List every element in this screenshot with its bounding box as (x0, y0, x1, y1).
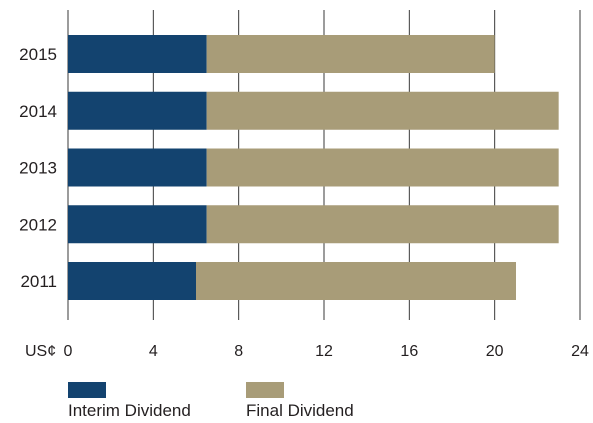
bar-final-dividend (206, 148, 559, 187)
bar-interim-dividend (68, 148, 207, 187)
category-label: 2015 (19, 45, 57, 64)
category-label: 2013 (19, 159, 57, 178)
legend-swatch-final (246, 382, 284, 398)
x-tick-label: 16 (400, 343, 418, 360)
x-tick-label: 8 (234, 343, 243, 360)
bar-final-dividend (206, 205, 559, 244)
x-tick-label: 12 (315, 343, 333, 360)
category-label: 2014 (19, 102, 57, 121)
bar-interim-dividend (68, 262, 196, 300)
x-tick-label: 24 (571, 343, 589, 360)
x-tick-label: 4 (149, 343, 158, 360)
x-tick-label: 20 (486, 343, 504, 360)
legend-label-final: Final Dividend (246, 401, 354, 420)
bar-interim-dividend (68, 205, 207, 244)
bar-interim-dividend (68, 35, 207, 73)
category-label: 2011 (20, 272, 57, 291)
legend-label-interim: Interim Dividend (68, 401, 191, 420)
x-tick-labels: 0 4 8 12 16 20 24 (64, 343, 589, 360)
category-label: 2012 (19, 215, 57, 234)
bar-final-dividend (206, 35, 495, 73)
x-tick-label: 0 (64, 343, 73, 360)
bar-final-dividend (196, 262, 516, 300)
bar-final-dividend (206, 91, 559, 130)
bar-interim-dividend (68, 91, 207, 130)
legend-item-interim: Interim Dividend (68, 382, 191, 421)
x-axis-unit-label: US¢ (25, 343, 56, 360)
bars (68, 35, 559, 300)
legend-item-final: Final Dividend (246, 382, 354, 421)
category-labels: 2015 2014 2013 2012 2011 (19, 45, 57, 291)
legend-swatch-interim (68, 382, 106, 398)
